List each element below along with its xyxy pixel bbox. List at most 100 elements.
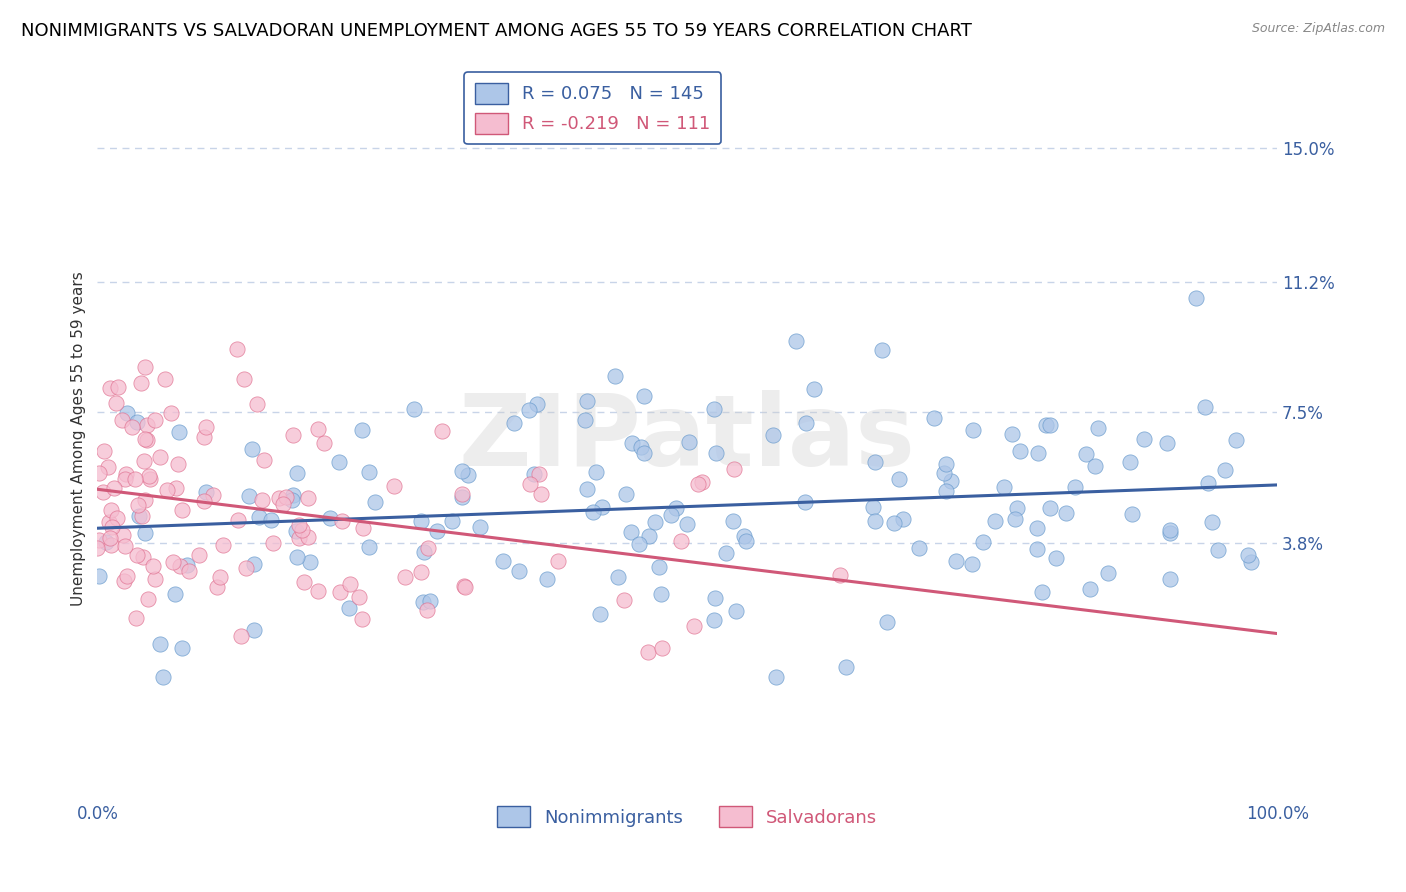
Point — [450, 464, 472, 478]
Point — [152, 670, 174, 684]
Point — [111, 413, 134, 427]
Point — [870, 343, 893, 357]
Point — [252, 453, 274, 467]
Point — [402, 402, 425, 417]
Point — [193, 430, 215, 444]
Point — [633, 389, 655, 403]
Point — [291, 523, 314, 537]
Point — [288, 531, 311, 545]
Point — [1054, 506, 1077, 520]
Point — [945, 554, 967, 568]
Point — [585, 465, 607, 479]
Text: NONIMMIGRANTS VS SALVADORAN UNEMPLOYMENT AMONG AGES 55 TO 59 YEARS CORRELATION C: NONIMMIGRANTS VS SALVADORAN UNEMPLOYMENT… — [21, 22, 972, 40]
Point — [394, 570, 416, 584]
Point — [589, 607, 612, 621]
Point — [160, 406, 183, 420]
Point — [453, 579, 475, 593]
Point — [165, 481, 187, 495]
Point — [307, 422, 329, 436]
Point — [1225, 434, 1247, 448]
Point — [508, 564, 530, 578]
Point — [714, 546, 737, 560]
Point — [962, 423, 984, 437]
Point — [124, 610, 146, 624]
Point — [143, 572, 166, 586]
Point — [112, 574, 135, 589]
Point — [297, 491, 319, 505]
Point — [1198, 475, 1220, 490]
Point — [603, 368, 626, 383]
Point — [492, 554, 515, 568]
Point — [529, 467, 551, 481]
Point — [454, 580, 477, 594]
Point — [863, 454, 886, 468]
Point — [683, 619, 706, 633]
Point — [993, 480, 1015, 494]
Point — [1097, 566, 1119, 580]
Point — [281, 488, 304, 502]
Point — [292, 575, 315, 590]
Point — [262, 536, 284, 550]
Point — [87, 533, 110, 547]
Point — [1026, 446, 1049, 460]
Point — [575, 393, 598, 408]
Point — [430, 424, 453, 438]
Point — [703, 613, 725, 627]
Point — [125, 415, 148, 429]
Point — [1159, 526, 1181, 541]
Point — [1087, 420, 1109, 434]
Point — [319, 511, 342, 525]
Point — [785, 334, 807, 348]
Point — [94, 535, 117, 549]
Point — [1213, 463, 1236, 477]
Point — [794, 495, 817, 509]
Point — [134, 432, 156, 446]
Point — [523, 467, 546, 481]
Point — [1185, 291, 1208, 305]
Point — [205, 580, 228, 594]
Point — [112, 527, 135, 541]
Point — [1010, 443, 1032, 458]
Point — [828, 568, 851, 582]
Point — [1159, 572, 1181, 586]
Point — [704, 446, 727, 460]
Point — [235, 561, 257, 575]
Point — [1039, 418, 1062, 433]
Point — [246, 397, 269, 411]
Point — [134, 359, 156, 374]
Point — [703, 401, 725, 416]
Point — [364, 495, 387, 509]
Point — [176, 558, 198, 573]
Point — [98, 531, 121, 545]
Point — [440, 514, 463, 528]
Point — [167, 425, 190, 439]
Legend: Nonimmigrants, Salvadorans: Nonimmigrants, Salvadorans — [491, 799, 884, 835]
Point — [644, 515, 666, 529]
Point — [582, 505, 605, 519]
Point — [166, 457, 188, 471]
Point — [416, 541, 439, 555]
Point — [418, 594, 440, 608]
Point — [271, 497, 294, 511]
Point — [288, 518, 311, 533]
Point — [353, 521, 375, 535]
Point — [835, 660, 858, 674]
Point — [876, 615, 898, 630]
Point — [457, 467, 479, 482]
Point — [134, 525, 156, 540]
Point — [129, 376, 152, 390]
Point — [212, 538, 235, 552]
Point — [723, 462, 745, 476]
Point — [862, 500, 884, 515]
Point — [575, 482, 598, 496]
Point — [114, 472, 136, 486]
Point — [149, 637, 172, 651]
Point — [630, 440, 652, 454]
Point — [100, 503, 122, 517]
Point — [1133, 433, 1156, 447]
Point — [231, 629, 253, 643]
Point — [149, 450, 172, 464]
Point — [260, 513, 283, 527]
Point — [226, 343, 249, 357]
Point — [678, 435, 700, 450]
